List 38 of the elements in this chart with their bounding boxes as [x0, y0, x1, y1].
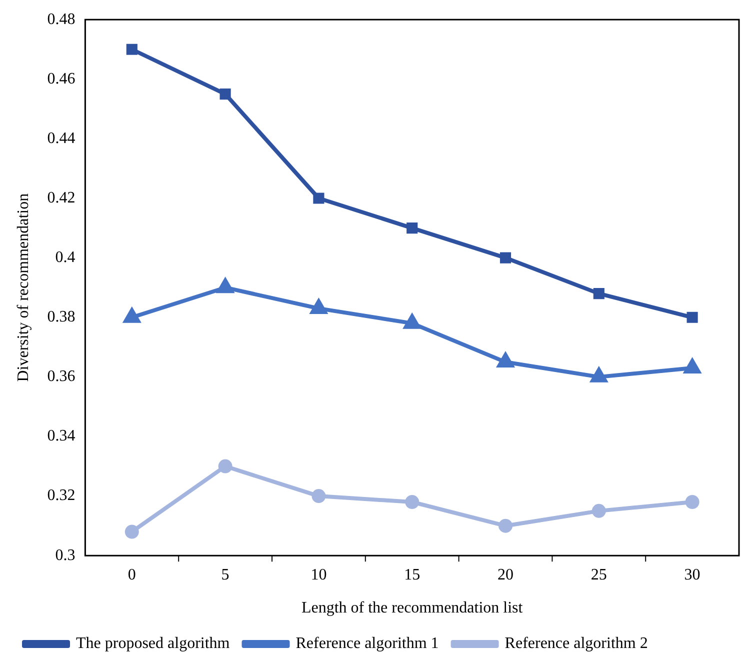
legend-label: Reference algorithm 2: [504, 635, 648, 652]
y-tick-label: 0.38: [47, 308, 76, 326]
y-tick-label: 0.46: [47, 70, 76, 88]
legend-label: The proposed algorithm: [76, 635, 230, 652]
point: [406, 222, 418, 234]
y-tick-label: 0.42: [47, 189, 76, 206]
x-tick-label: 20: [498, 566, 514, 584]
point: [592, 504, 606, 518]
point: [593, 288, 604, 300]
point: [686, 312, 698, 323]
x-tick-label: 10: [310, 566, 327, 584]
y-tick-label: 0.4: [55, 249, 76, 266]
point: [217, 278, 234, 294]
y-tick-label: 0.32: [47, 487, 76, 504]
x-tick-label: 30: [684, 566, 700, 584]
x-tick-label: 5: [221, 566, 230, 584]
y-tick-label: 0.36: [47, 368, 76, 386]
y-tick-label: 0.44: [47, 130, 76, 147]
x-tick-label: 15: [404, 566, 420, 584]
point: [126, 44, 138, 55]
point: [498, 518, 512, 533]
x-tick-label: 0: [128, 566, 136, 584]
point: [124, 524, 139, 539]
point: [497, 353, 514, 368]
y-tick-label: 0.34: [47, 428, 76, 445]
point: [500, 252, 512, 264]
point: [313, 192, 324, 204]
point: [220, 88, 231, 100]
legend-label: Reference algorithm 1: [296, 635, 439, 652]
x-axis-title: Length of the recommendation list: [301, 600, 524, 617]
point: [312, 489, 326, 504]
point: [218, 459, 232, 474]
y-tick-label: 0.48: [47, 10, 76, 28]
y-tick-label: 0.3: [55, 546, 76, 564]
y-axis-title: Diversity of recommendation: [14, 193, 32, 382]
point: [685, 495, 700, 509]
x-tick-label: 25: [590, 566, 607, 584]
point: [405, 495, 420, 509]
